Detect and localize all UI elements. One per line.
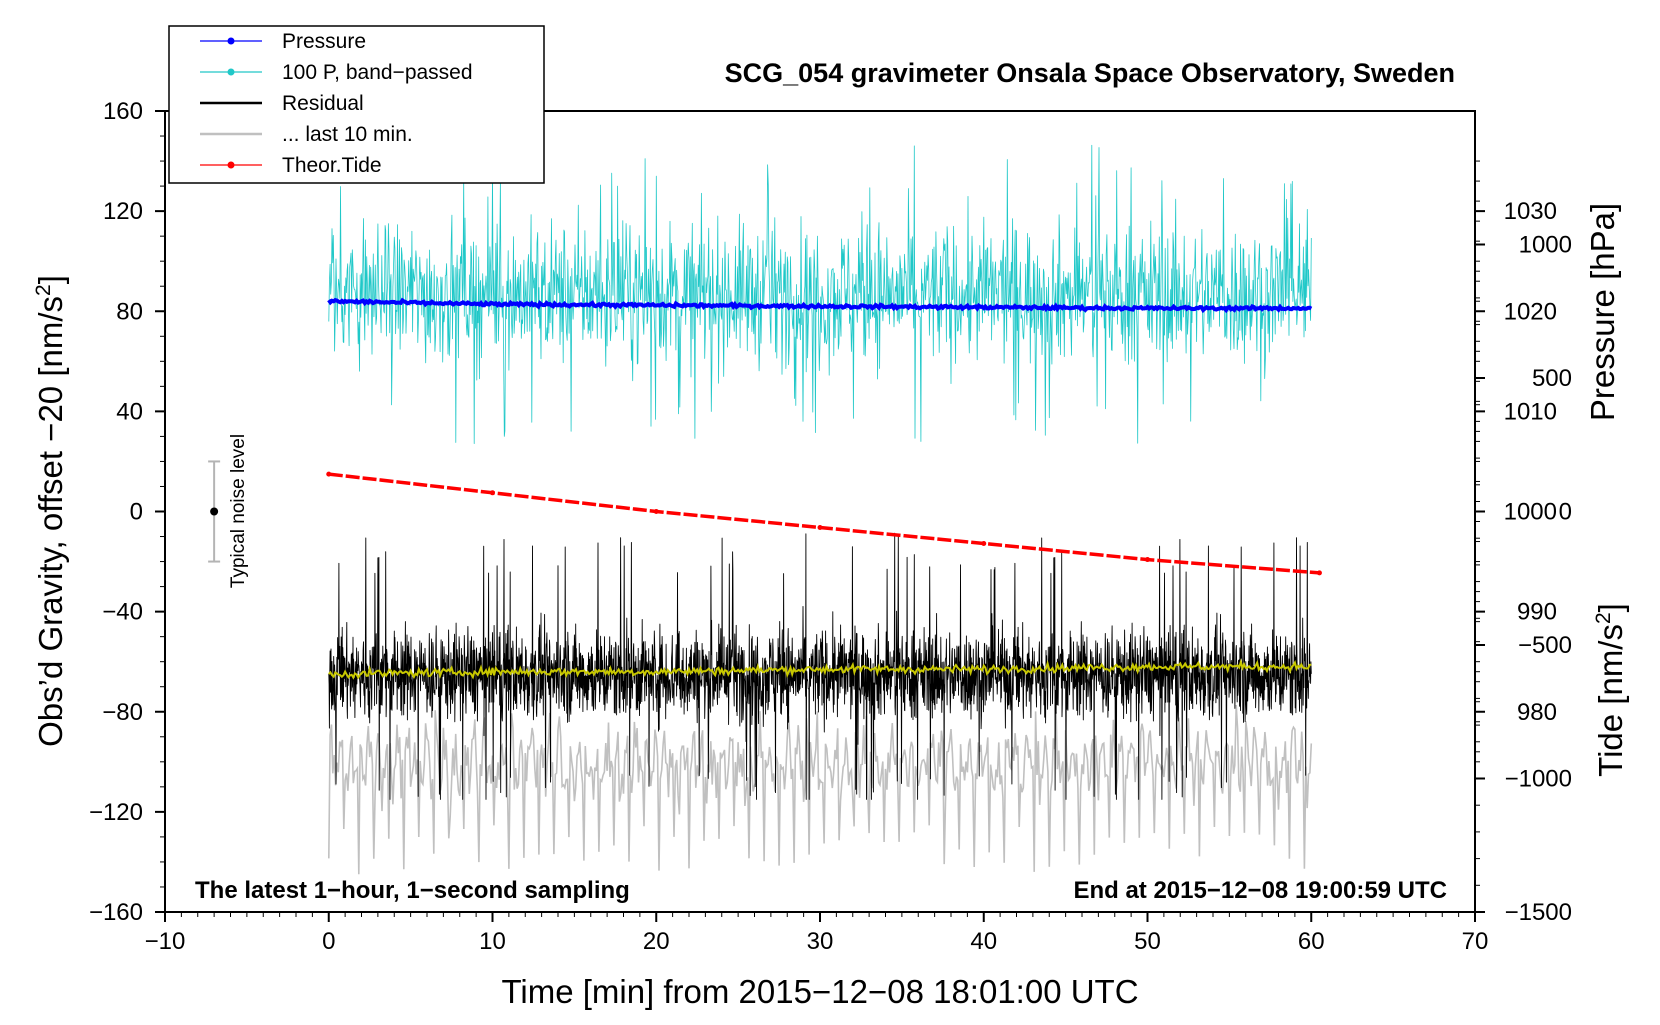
y-tick-label: 80 <box>116 298 143 325</box>
y-tick-label: 40 <box>116 398 143 425</box>
chart-title: SCG_054 gravimeter Onsala Space Observat… <box>725 58 1455 88</box>
tide-point <box>981 541 987 547</box>
noise-bar-center <box>210 507 219 516</box>
y-tick-label: −160 <box>89 899 143 926</box>
pressure-tick-label: 1000 <box>1504 499 1557 526</box>
y-tick-label: 120 <box>103 198 143 225</box>
last-10-min-line <box>328 704 1313 875</box>
tide-point <box>817 525 823 531</box>
y-tick-label: 160 <box>103 98 143 125</box>
x-tick-label: 70 <box>1462 928 1489 955</box>
y-tick-label: −80 <box>102 699 143 726</box>
y-axis-title: Obs’d Gravity, offset −20 [nm/s2] <box>32 275 69 747</box>
legend-box <box>168 25 545 184</box>
legend-marker <box>227 37 235 45</box>
x-tick-label: 60 <box>1298 928 1325 955</box>
noise-level-indicator <box>208 460 221 563</box>
x-tick-label: 50 <box>1134 928 1161 955</box>
legend-label: Theor.Tide <box>282 154 382 177</box>
x-tick-label: 0 <box>322 928 335 955</box>
tide-axis-title-main: Tide [nm/s <box>1592 624 1629 777</box>
x-axis-title: Time [min] from 2015−12−08 18:01:00 UTC <box>501 973 1138 1010</box>
x-tick-label: 40 <box>970 928 997 955</box>
legend-label: Residual <box>282 92 364 115</box>
legend-label: 100 P, band−passed <box>282 61 473 84</box>
pressure-axis-title: Pressure [hPa] <box>1584 203 1621 421</box>
tide-point <box>490 490 495 496</box>
x-tick-label: −10 <box>145 928 186 955</box>
tide-point <box>326 471 332 477</box>
tide-tick-label: 500 <box>1532 365 1572 392</box>
pressure-tick-label: 1030 <box>1504 198 1557 225</box>
end-time-note: End at 2015−12−08 19:00:59 UTC <box>1073 877 1447 904</box>
legend-marker <box>227 68 235 76</box>
tide-axis-title: Tide [nm/s2] <box>1592 603 1629 777</box>
pressure-tick-label: 1010 <box>1504 398 1557 425</box>
y-tick-label: −40 <box>102 599 143 626</box>
legend: Pressure 100 P, band−passed Residual ... la… <box>168 25 545 184</box>
tide-line <box>328 472 1320 575</box>
pressure-line <box>327 297 1313 314</box>
tide-tick-label: 1000 <box>1519 232 1572 259</box>
pressure-tick-label: 980 <box>1517 699 1557 726</box>
tide-tick-label: −1500 <box>1505 899 1572 926</box>
series-layer <box>326 144 1322 875</box>
tide-axis-title-close: ] <box>1592 603 1629 612</box>
legend-label: Pressure <box>282 30 366 53</box>
y-tick-label: −120 <box>89 799 143 826</box>
pressure-tick-label: 1020 <box>1504 298 1557 325</box>
x-tick-label: 30 <box>807 928 834 955</box>
axes-layer: −10 0 10 20 30 40 50 60 7016012080400−40−80−120−… <box>89 98 1572 955</box>
legend-marker <box>227 161 235 169</box>
legend-label: ... last 10 min. <box>282 123 413 146</box>
tide-point <box>1316 570 1322 576</box>
sampling-note: The latest 1−hour, 1−second sampling <box>195 877 630 904</box>
y-tick-label: 0 <box>130 499 143 526</box>
smoothed-residual-line <box>328 658 1312 680</box>
x-tick-label: 10 <box>479 928 506 955</box>
tide-tick-label: −500 <box>1518 632 1572 659</box>
tide-axis-title-sup: 2 <box>1592 612 1615 624</box>
tide-point <box>653 509 659 514</box>
tide-tick-label: 0 <box>1559 499 1572 526</box>
y-axis-title-close: ] <box>32 275 69 284</box>
tide-point <box>1145 557 1150 563</box>
tide-tick-label: −1000 <box>1505 766 1572 793</box>
band-passed-pressure-line <box>328 144 1312 444</box>
noise-level-label: Typical noise level <box>228 434 249 588</box>
y-axis-title-sup: 2 <box>32 284 55 296</box>
pressure-tick-label: 990 <box>1517 599 1557 626</box>
x-tick-label: 20 <box>643 928 670 955</box>
y-axis-title-main: Obs’d Gravity, offset −20 [nm/s <box>32 296 69 747</box>
